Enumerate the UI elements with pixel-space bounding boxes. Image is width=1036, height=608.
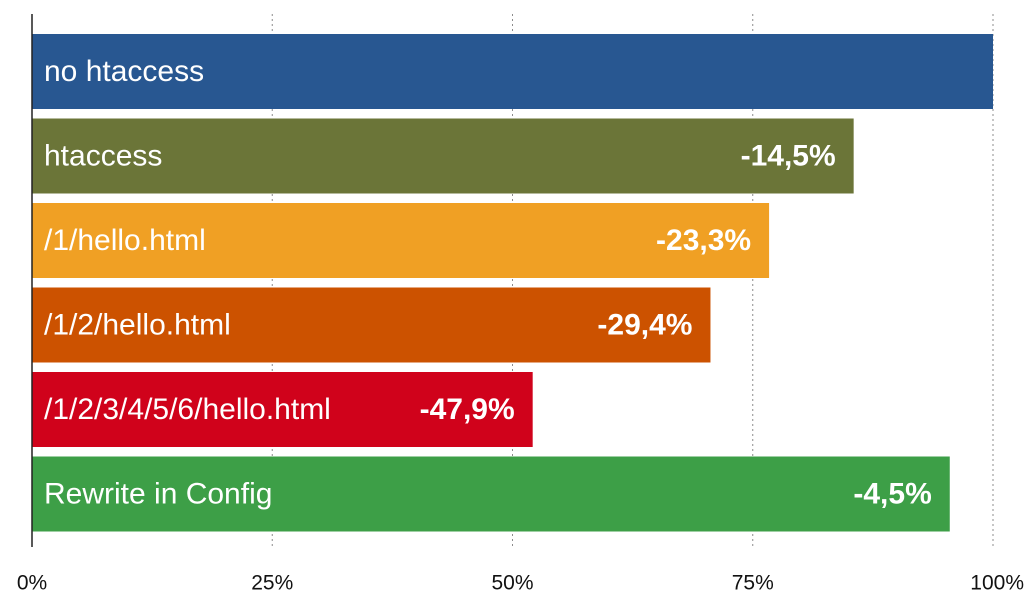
bar-category-label: no htaccess <box>44 55 204 88</box>
x-axis: 0% 25% 50% 75% 100% <box>17 14 1024 595</box>
bar-0 <box>32 34 993 109</box>
bar-5 <box>32 456 950 532</box>
bar-3 <box>32 287 711 363</box>
bar-value-label: -29,4% <box>597 309 692 342</box>
bar-1 <box>32 118 854 194</box>
bar-2 <box>32 203 770 278</box>
x-tick-label: 75% <box>732 572 774 595</box>
x-tick-label: 25% <box>251 572 293 595</box>
bar-category-label: /1/hello.html <box>44 224 206 257</box>
gridlines <box>271 14 994 547</box>
x-tick-label: 100% <box>970 572 1024 595</box>
bar-4 <box>32 372 533 447</box>
bar-value-label: -14,5% <box>741 140 836 173</box>
bars <box>32 34 993 532</box>
bar-category-label: htaccess <box>44 140 162 173</box>
bar-category-label: /1/2/hello.html <box>44 309 231 342</box>
x-tick-label: 50% <box>491 572 533 595</box>
bar-category-label: /1/2/3/4/5/6/hello.html <box>44 393 331 426</box>
bar-labels: no htaccess htaccess -14,5% /1/hello.html -2… <box>44 55 932 511</box>
bar-category-label: Rewrite in Config <box>44 478 272 511</box>
bar-value-label: -47,9% <box>420 393 515 426</box>
x-tick-label: 0% <box>17 572 47 595</box>
bar-value-label: -23,3% <box>656 224 751 257</box>
bar-value-label: -4,5% <box>853 478 931 511</box>
